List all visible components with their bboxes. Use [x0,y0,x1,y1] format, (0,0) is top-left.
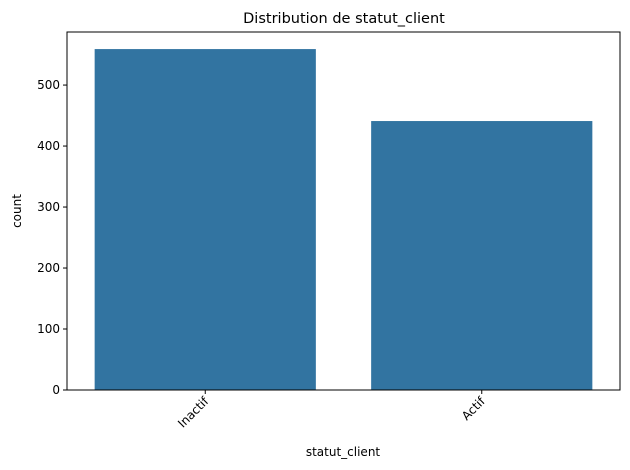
x-axis-label: statut_client [306,445,381,459]
bars [94,49,593,390]
x-tick-label: Actif [459,394,488,423]
y-tick-label: 500 [37,78,60,92]
bar-actif [371,121,593,390]
plot-frame [66,31,621,391]
y-tick-label: 100 [37,322,60,336]
x-tick-label: Inactif [175,394,212,431]
y-axis-ticks: 0 100 200 300 400 500 [37,78,67,397]
y-tick-label: 400 [37,139,60,153]
y-tick-label: 300 [37,200,60,214]
y-axis-label: count [10,194,24,228]
x-axis-ticks: Inactif Actif [175,390,488,431]
y-tick-label: 0 [52,383,60,397]
y-tick-label: 200 [37,261,60,275]
bar-inactif [94,49,316,390]
chart-title: Distribution de statut_client [243,11,445,27]
